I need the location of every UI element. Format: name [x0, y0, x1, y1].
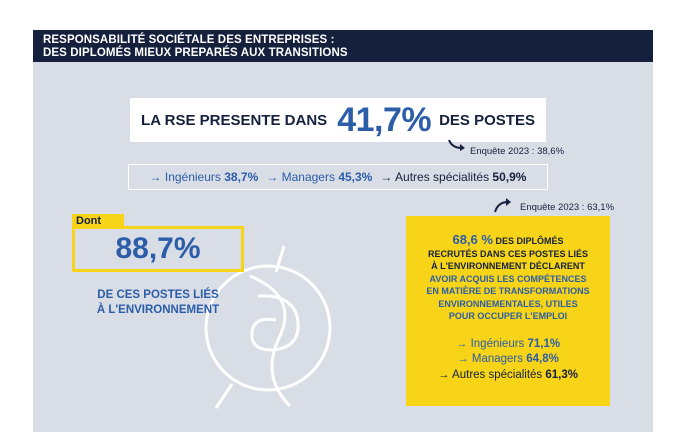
- skills-engineers-value: 71,1%: [527, 337, 561, 350]
- dont-caption-line-1: DE CES POSTES LIÉS: [97, 289, 219, 301]
- skills-percent: 68,6 %: [452, 232, 493, 247]
- skills-line-2: RECRUTÉS DANS CES POSTES LIÉS: [427, 248, 589, 259]
- headline-value: 41,7%: [337, 100, 432, 139]
- others-label: → Autres spécialités: [380, 170, 490, 184]
- skills-line-4: AVOIR ACQUIS LES COMPÉTENCES: [429, 273, 587, 284]
- engineers-label: → Ingénieurs: [149, 170, 221, 184]
- headline-box: LA RSE PRESENTE DANS 41,7% DES POSTES: [130, 98, 546, 142]
- skills-line-1: 68,6 % DES DIPLÔMÉS: [406, 232, 610, 248]
- dont-tag: Dont: [72, 214, 124, 228]
- skills-others-row: → Autres spécialités 61,3%: [406, 368, 610, 384]
- managers-label: → Managers: [266, 170, 335, 184]
- dont-value-box: 88,7%: [72, 226, 244, 272]
- survey-note-1: Enquête 2023 : 38,6%: [470, 146, 565, 157]
- survey-note-2: Enquête 2023 : 63,1%: [520, 202, 615, 213]
- dont-value: 88,7%: [115, 232, 201, 265]
- skills-box: 68,6 % DES DIPLÔMÉS RECRUTÉS DANS CES PO…: [406, 216, 610, 406]
- skills-line-6: ENVIRONNEMENTALES, UTILES: [438, 298, 578, 309]
- curved-arrow-icon: [494, 198, 511, 213]
- curved-arrow-icon: [448, 139, 465, 151]
- managers-value: 45,3%: [338, 170, 373, 184]
- skills-others-label: → Autres spécialités: [438, 368, 543, 381]
- skills-text-after-percent: DES DIPLÔMÉS: [495, 236, 564, 246]
- skills-managers-label: → Managers: [457, 353, 524, 365]
- skills-engineers-row: → Ingénieurs 71,1%: [406, 337, 610, 353]
- skills-line-5: EN MATIÈRE DE TRANSFORMATIONS: [426, 286, 590, 296]
- page-header: RESPONSABILITÉ SOCIÉTALE DES ENTREPRISES…: [33, 30, 653, 62]
- headline-prefix: LA RSE PRESENTE DANS: [141, 111, 328, 129]
- skills-engineers-label: → Ingénieurs: [455, 337, 525, 350]
- globe-leaf-icon: [204, 245, 332, 409]
- dont-caption: DE CES POSTES LIÉS À L'ENVIRONNEMENT: [72, 288, 244, 318]
- skills-specialties-list: → Ingénieurs 71,1% → Managers 64,8% → Au…: [406, 337, 610, 384]
- skills-managers-row: → Managers 64,8%: [406, 352, 610, 368]
- header-line-2: DES DIPLOMÉS MIEUX PREPARÉS AUX TRANSITI…: [43, 47, 348, 59]
- skills-others-value: 61,3%: [545, 368, 578, 381]
- skills-line-7: POUR OCCUPER L'EMPLOI: [448, 311, 568, 321]
- skills-line-3: À L'ENVIRONNEMENT DÉCLARENT: [431, 261, 585, 271]
- dont-caption-line-2: À L'ENVIRONNEMENT: [96, 304, 220, 316]
- others-value: 50,9%: [492, 170, 527, 184]
- header-line-1: RESPONSABILITÉ SOCIÉTALE DES ENTREPRISES…: [43, 34, 335, 46]
- skills-managers-value: 64,8%: [526, 353, 559, 365]
- headline-suffix: DES POSTES: [439, 111, 535, 129]
- specialties-box: → Ingénieurs 38,7% → Managers 45,3% → Au…: [128, 164, 548, 190]
- engineers-value: 38,7%: [224, 170, 259, 184]
